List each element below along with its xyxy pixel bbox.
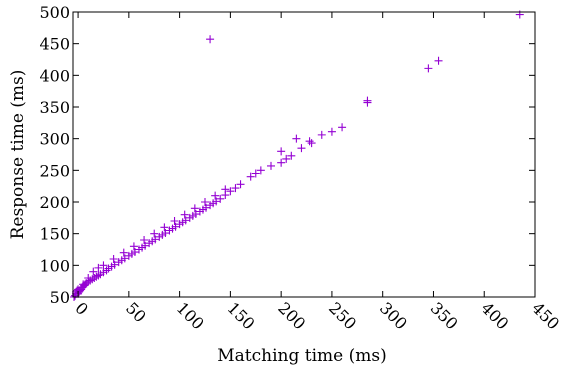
x-tick-label: 450 (528, 298, 563, 333)
data-point (201, 198, 209, 206)
y-tick-label: 400 (39, 66, 70, 85)
data-point (140, 236, 149, 244)
data-point (267, 161, 275, 170)
plot-frame (72, 11, 536, 298)
y-tick-label: 350 (39, 98, 70, 117)
data-point (190, 204, 199, 213)
data-point (94, 271, 103, 280)
data-point (94, 263, 103, 272)
data-point (212, 197, 221, 206)
y-axis-label: Response time (ms) (8, 70, 28, 240)
data-point (211, 191, 220, 200)
data-point (150, 229, 159, 238)
data-point (141, 241, 150, 250)
data-point (92, 272, 101, 281)
data-point (434, 56, 443, 65)
data-point (110, 260, 119, 269)
data-point (89, 267, 98, 276)
x-axis-label: Matching time (ms) (217, 346, 386, 366)
data-point (181, 216, 190, 225)
data-point (202, 203, 211, 212)
x-tick-label: 400 (477, 298, 512, 333)
data-point (171, 222, 180, 231)
data-point (129, 242, 138, 251)
data-point (256, 166, 265, 175)
data-point (109, 255, 118, 263)
data-point (297, 144, 306, 153)
data-points (70, 10, 524, 301)
y-tick-label: 50 (50, 288, 70, 307)
data-point (292, 134, 301, 143)
data-point (236, 180, 245, 189)
data-point (120, 254, 129, 263)
x-tick-label: 300 (376, 298, 411, 333)
x-tick-label: 50 (122, 298, 150, 326)
data-point (231, 184, 240, 193)
data-point (221, 185, 230, 194)
x-tick-label: 350 (427, 298, 462, 333)
data-point (305, 137, 314, 146)
y-tick-label: 100 (39, 256, 70, 275)
data-point (317, 130, 326, 139)
data-point (338, 123, 347, 132)
data-point (170, 217, 179, 225)
data-point (180, 210, 189, 219)
data-point (102, 266, 111, 275)
x-tick-label: 0 (71, 298, 92, 319)
data-point (206, 35, 215, 44)
data-point (277, 158, 286, 167)
y-tick-label: 200 (39, 193, 70, 212)
y-tick-label: 250 (39, 161, 70, 180)
data-point (151, 235, 160, 244)
data-point (88, 275, 97, 284)
data-point (424, 64, 433, 73)
data-point (307, 139, 316, 148)
data-point (130, 248, 139, 257)
data-point (363, 96, 372, 105)
x-tick-label: 250 (325, 298, 360, 333)
data-point (287, 151, 296, 160)
y-tick-label: 150 (39, 225, 70, 244)
data-point (226, 187, 235, 196)
y-tick-label: 300 (39, 130, 70, 149)
data-point (79, 280, 88, 289)
x-tick-label: 200 (274, 298, 309, 333)
data-point (160, 223, 169, 232)
y-tick-label: 500 (39, 3, 70, 22)
y-tick-label: 450 (39, 35, 70, 54)
data-point (119, 248, 128, 257)
data-point (282, 154, 291, 163)
data-point (84, 274, 93, 282)
data-point (99, 261, 108, 270)
x-tick-label: 100 (173, 298, 208, 333)
data-point (277, 147, 286, 156)
data-point (216, 194, 225, 203)
data-point (327, 127, 336, 136)
data-point (191, 210, 200, 219)
data-point (161, 229, 170, 238)
data-point (246, 172, 255, 181)
x-tick-label: 150 (224, 298, 259, 333)
data-point (251, 169, 260, 178)
